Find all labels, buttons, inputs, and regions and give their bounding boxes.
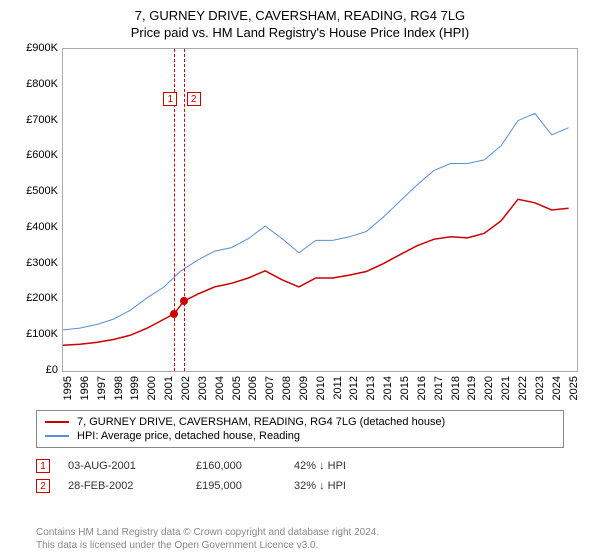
- series-hpi: [63, 113, 569, 330]
- transaction-price: £195,000: [196, 480, 276, 492]
- chart-area: 12 £0 £100K £200K £300K £400K £500K £600K £700K…: [12, 48, 588, 402]
- transaction-table: 1 03-AUG-2001 £160,000 42% ↓ HPI 2 28-FEB-200…: [36, 456, 564, 496]
- y-axis-label: £200K: [12, 292, 58, 304]
- transaction-marker-icon: 1: [36, 459, 50, 473]
- transaction-date: 28-FEB-2002: [68, 480, 178, 492]
- legend-swatch: [45, 435, 69, 437]
- transaction-row: 1 03-AUG-2001 £160,000 42% ↓ HPI: [36, 456, 564, 476]
- y-axis-label: £900K: [12, 42, 58, 54]
- x-axis-label: 2025: [568, 376, 598, 400]
- y-axis-label: £700K: [12, 114, 58, 126]
- series-property: [63, 199, 569, 345]
- y-axis-label: £100K: [12, 328, 58, 340]
- footer-line-1: Contains HM Land Registry data © Crown c…: [36, 526, 379, 539]
- transaction-date: 03-AUG-2001: [68, 460, 178, 472]
- transaction-pct: 32% ↓ HPI: [294, 480, 404, 492]
- marker-dot: [180, 297, 188, 305]
- legend-block: 7, GURNEY DRIVE, CAVERSHAM, READING, RG4…: [36, 410, 564, 496]
- chart-svg: [63, 49, 577, 371]
- legend-row: HPI: Average price, detached house, Read…: [45, 429, 555, 443]
- transaction-row: 2 28-FEB-2002 £195,000 32% ↓ HPI: [36, 476, 564, 496]
- chart-title-2: Price paid vs. HM Land Registry's House …: [0, 25, 600, 40]
- legend-box: 7, GURNEY DRIVE, CAVERSHAM, READING, RG4…: [36, 410, 564, 448]
- footer: Contains HM Land Registry data © Crown c…: [36, 526, 379, 552]
- legend-swatch: [45, 421, 69, 423]
- plot-area: 12: [62, 48, 578, 372]
- y-axis-label: £300K: [12, 257, 58, 269]
- transaction-marker-icon: 2: [36, 479, 50, 493]
- chart-title-block: 7, GURNEY DRIVE, CAVERSHAM, READING, RG4…: [0, 0, 600, 40]
- y-axis-label: £500K: [12, 185, 58, 197]
- transaction-pct: 42% ↓ HPI: [294, 460, 404, 472]
- transaction-price: £160,000: [196, 460, 276, 472]
- marker-dot: [170, 310, 178, 318]
- y-axis-label: £400K: [12, 221, 58, 233]
- footer-line-2: This data is licensed under the Open Gov…: [36, 539, 379, 552]
- y-axis-label: £600K: [12, 149, 58, 161]
- legend-label: HPI: Average price, detached house, Read…: [77, 430, 300, 442]
- marker-vline: [184, 49, 185, 371]
- chart-title-1: 7, GURNEY DRIVE, CAVERSHAM, READING, RG4…: [0, 8, 600, 23]
- marker-label-box: 1: [163, 92, 177, 106]
- marker-label-box: 2: [187, 92, 201, 106]
- y-axis-label: £0: [12, 364, 58, 376]
- y-axis-label: £800K: [12, 78, 58, 90]
- legend-row: 7, GURNEY DRIVE, CAVERSHAM, READING, RG4…: [45, 415, 555, 429]
- legend-label: 7, GURNEY DRIVE, CAVERSHAM, READING, RG4…: [77, 416, 445, 428]
